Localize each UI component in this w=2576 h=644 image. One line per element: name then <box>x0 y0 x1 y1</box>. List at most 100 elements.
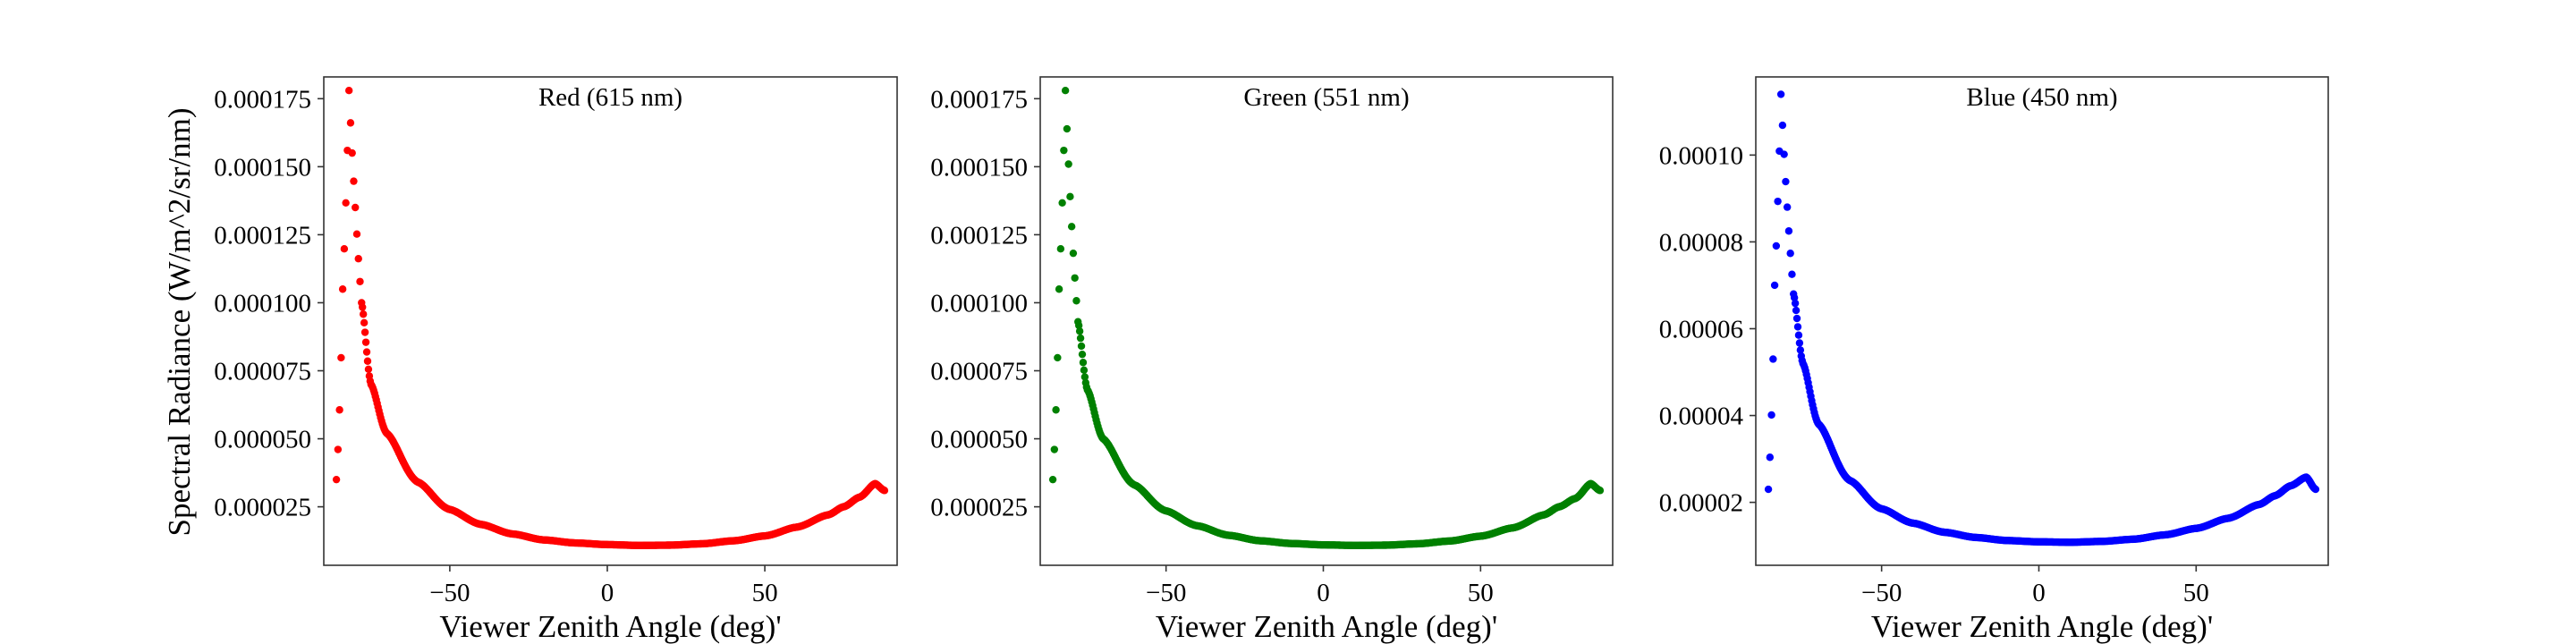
data-point-green <box>1060 146 1068 155</box>
data-point-blue <box>1794 331 1803 339</box>
x-tick-label: 50 <box>752 579 778 607</box>
data-point-green <box>1054 353 1062 362</box>
data-point-blue <box>1790 293 1799 301</box>
data-point-green <box>1056 245 1065 253</box>
data-point-green <box>1075 327 1084 335</box>
data-point-red <box>350 177 358 185</box>
plot-frame-red <box>323 76 898 566</box>
data-point-blue <box>1786 250 1794 258</box>
data-point-blue <box>1784 227 1793 235</box>
data-point-blue <box>1774 197 1782 206</box>
y-axis-label: Spectral Radiance (W/m^2/sr/nm) <box>162 107 197 536</box>
data-point-red <box>362 348 371 356</box>
data-point-blue <box>1793 323 1802 331</box>
y-tick-label: 0.000125 <box>214 221 311 250</box>
data-point-green <box>1071 274 1079 282</box>
data-point-blue <box>1776 90 1785 98</box>
data-point-red <box>346 119 355 127</box>
data-point-green <box>1076 334 1085 343</box>
data-point-blue <box>1795 339 1804 347</box>
data-point-green <box>1058 199 1066 207</box>
data-point-red <box>359 303 367 311</box>
y-tick-label: 0.000175 <box>930 85 1028 114</box>
data-point-green <box>1077 342 1086 351</box>
x-tick-label: 50 <box>1468 579 1494 607</box>
data-point-blue <box>1769 355 1777 363</box>
data-point-blue <box>1780 150 1788 158</box>
y-tick-label: 0.000150 <box>214 153 311 182</box>
data-point-red <box>332 475 341 484</box>
data-point-green <box>1080 373 1089 381</box>
data-point-red <box>335 406 343 414</box>
data-point-red <box>342 199 350 207</box>
data-point-red <box>360 318 369 327</box>
panel-red: 0.000025 0.000050 0.000075 0.000100 0.000125… <box>214 76 898 644</box>
data-point-green <box>1048 475 1057 484</box>
y-tick-label: 0.000100 <box>930 289 1028 318</box>
y-tick-label: 0.000125 <box>930 221 1028 250</box>
data-point-blue <box>1788 270 1796 278</box>
data-point-green <box>1061 87 1070 95</box>
x-axis-label-red: Viewer Zenith Angle (deg)' <box>439 609 781 644</box>
y-tick-label: 0.00010 <box>1659 141 1743 170</box>
data-point-red <box>359 310 368 318</box>
data-point-green <box>1078 350 1087 359</box>
data-point-green <box>1074 321 1083 330</box>
data-point-red <box>344 87 353 95</box>
data-point-blue <box>1764 485 1773 494</box>
y-tick-label: 0.000175 <box>214 85 311 114</box>
y-tick-label: 0.00004 <box>1659 402 1744 431</box>
y-tick-label: 0.00008 <box>1659 228 1743 257</box>
x-axis-label-blue: Viewer Zenith Angle (deg)' <box>1871 609 2213 644</box>
data-point-blue <box>1767 411 1775 419</box>
x-tick-label: −50 <box>1146 579 1186 607</box>
panel-title-green: Green (551 nm) <box>1243 83 1409 112</box>
y-tick-label: 0.000100 <box>214 289 311 318</box>
plot-frame-green <box>1039 76 1614 566</box>
x-tick-label: −50 <box>429 579 470 607</box>
data-point-green <box>1067 223 1076 231</box>
y-tick-label: 0.000050 <box>930 426 1028 454</box>
data-point-red <box>340 245 349 253</box>
data-point-red <box>334 445 343 453</box>
data-point-blue <box>1782 177 1790 186</box>
x-tick-label: 50 <box>2183 579 2209 607</box>
data-point-green <box>1063 124 1072 133</box>
data-point-green <box>1596 487 1605 495</box>
y-tick-label: 0.000025 <box>214 494 311 522</box>
data-point-green <box>1072 297 1080 305</box>
data-point-red <box>348 148 356 157</box>
data-point-blue <box>1791 299 1800 308</box>
data-point-blue <box>2311 485 2320 494</box>
data-point-red <box>354 255 362 263</box>
data-point-red <box>356 277 364 285</box>
data-point-green <box>1080 366 1089 375</box>
data-point-green <box>1052 406 1060 414</box>
data-point-blue <box>1792 314 1801 323</box>
data-point-green <box>1064 160 1072 168</box>
data-point-red <box>337 353 345 362</box>
x-tick-label: 0 <box>601 579 614 607</box>
data-point-blue <box>1792 306 1801 315</box>
data-point-red <box>364 365 373 374</box>
data-point-red <box>352 203 360 212</box>
y-tick-label: 0.000075 <box>930 358 1028 386</box>
data-point-red <box>352 230 361 238</box>
plot-frame-blue <box>1755 76 2329 566</box>
data-point-red <box>338 285 347 293</box>
data-point-green <box>1066 192 1074 201</box>
data-point-green <box>1069 249 1078 258</box>
y-tick-label: 0.00002 <box>1659 489 1743 518</box>
panel-title-blue: Blue (450 nm) <box>1966 83 2117 112</box>
data-point-green <box>1055 285 1063 293</box>
data-point-green <box>1050 445 1059 453</box>
x-tick-label: −50 <box>1861 579 1902 607</box>
data-point-blue <box>1783 203 1792 211</box>
data-point-red <box>880 487 889 495</box>
panel-blue: 0.00002 0.00004 0.00006 0.00008 0.00010 −50 0… <box>1659 76 2329 644</box>
data-point-red <box>363 357 372 365</box>
data-point-blue <box>1772 242 1781 250</box>
data-point-blue <box>1770 281 1779 290</box>
data-point-blue <box>1766 453 1775 462</box>
